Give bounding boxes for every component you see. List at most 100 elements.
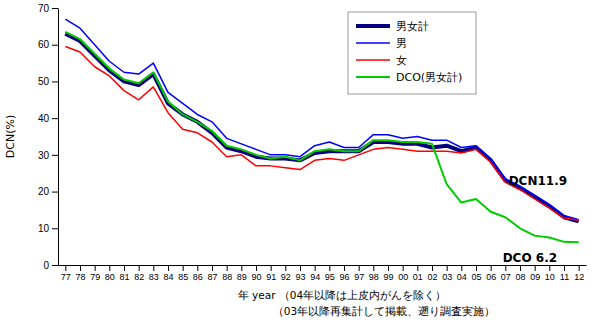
x-tick: 78 (75, 265, 85, 282)
annotation: DCO 6.2 (503, 251, 557, 265)
y-tick: 50 (38, 76, 58, 87)
legend-box (348, 12, 476, 94)
y-tick-label: 0 (43, 260, 49, 271)
lines (65, 19, 578, 242)
x-tick: 80 (105, 265, 115, 282)
x-tick-label: 02 (427, 272, 437, 282)
x-tick-mark (520, 265, 521, 271)
series-line (65, 34, 578, 222)
y-tick-mark (52, 8, 58, 9)
legend-swatch (356, 42, 390, 44)
x-tick: 90 (251, 265, 261, 282)
x-tick-label: 94 (310, 272, 320, 282)
x-tick-mark (256, 265, 257, 271)
x-tick: 99 (383, 265, 393, 282)
x-tick-mark (579, 265, 580, 271)
x-tick-label: 86 (193, 272, 203, 282)
x-tick: 05 (471, 265, 481, 282)
x-tick-mark (168, 265, 169, 271)
y-tick-label: 40 (38, 113, 50, 124)
x-tick: 82 (134, 265, 144, 282)
chart: 0102030405060707778798081828384858687888… (0, 0, 600, 323)
x-tick: 11 (560, 265, 569, 282)
x-tick-mark (95, 265, 96, 271)
y-tick: 70 (38, 3, 58, 14)
x-tick-label: 83 (149, 272, 159, 282)
x-tick-label: 10 (545, 272, 555, 282)
y-tick-label: 20 (38, 186, 50, 197)
x-tick-label: 96 (339, 272, 349, 282)
x-tick-label: 77 (61, 272, 71, 282)
x-tick-label: 04 (457, 272, 467, 282)
x-tick: 07 (501, 265, 511, 282)
x-tick: 96 (339, 265, 349, 282)
x-tick-mark (315, 265, 316, 271)
legend-swatch (356, 59, 390, 61)
x-tick: 00 (398, 265, 408, 282)
series-line (65, 19, 578, 220)
x-tick-mark (564, 265, 565, 271)
y-tick-mark (52, 81, 58, 82)
x-tick-label: 80 (105, 272, 115, 282)
x-tick-label: 05 (471, 272, 481, 282)
x-tick: 02 (427, 265, 437, 282)
x-tick-mark (329, 265, 330, 271)
annotation: DCN11.9 (509, 174, 567, 188)
y-tick-mark (52, 155, 58, 156)
x-axis: 7778798081828384858687888990919293949596… (59, 265, 587, 282)
x-tick-mark (359, 265, 360, 271)
x-tick-mark (373, 265, 374, 271)
y-tick: 40 (38, 113, 58, 124)
y-tick-mark (52, 228, 58, 229)
x-tick-label: 89 (237, 272, 247, 282)
legend-label: DCO(男女計) (396, 71, 462, 84)
x-tick: 91 (266, 265, 276, 282)
y-axis: 010203040506070 (38, 3, 59, 271)
x-tick-mark (124, 265, 125, 271)
x-tick-mark (183, 265, 184, 271)
x-tick-mark (505, 265, 506, 271)
y-tick: 10 (38, 223, 58, 234)
x-tick: 03 (442, 265, 452, 282)
x-tick: 77 (61, 265, 71, 282)
x-tick-mark (476, 265, 477, 271)
x-tick-label: 90 (251, 272, 261, 282)
x-tick: 79 (90, 265, 100, 282)
legend-swatch (356, 76, 390, 78)
y-tick-mark (52, 192, 58, 193)
x-tick-mark (461, 265, 462, 271)
x-tick-mark (535, 265, 536, 271)
x-tick-mark (388, 265, 389, 271)
x-tick-label: 85 (178, 272, 188, 282)
x-tick-label: 00 (398, 272, 408, 282)
x-tick-mark (241, 265, 242, 271)
y-tick: 30 (38, 150, 58, 161)
x-tick: 09 (530, 265, 540, 282)
x-tick-label: 03 (442, 272, 452, 282)
x-tick: 87 (207, 265, 217, 282)
x-tick: 08 (515, 265, 525, 282)
x-tick-label: 08 (515, 272, 525, 282)
x-tick-label: 95 (325, 272, 335, 282)
x-tick-label: 88 (222, 272, 232, 282)
x-tick-mark (271, 265, 272, 271)
y-tick-label: 10 (38, 223, 50, 234)
x-tick: 12 (574, 265, 584, 282)
y-tick: 20 (38, 186, 58, 197)
x-axis-note: （03年以降再集計して掲載、遡り調査実施） (273, 305, 495, 317)
y-tick-label: 70 (38, 3, 50, 14)
x-tick-mark (227, 265, 228, 271)
x-tick-label: 78 (75, 272, 85, 282)
x-tick-label: 84 (163, 272, 173, 282)
x-axis-title: 年 year （04年以降は上皮内がんを除く） (238, 289, 446, 301)
x-tick-mark (80, 265, 81, 271)
x-tick-mark (549, 265, 550, 271)
x-tick-label: 09 (530, 272, 540, 282)
x-tick-mark (153, 265, 154, 271)
x-tick-mark (344, 265, 345, 271)
x-tick: 94 (310, 265, 320, 282)
x-tick-label: 79 (90, 272, 100, 282)
x-tick: 97 (354, 265, 364, 282)
y-axis-title: DCN(%) (4, 115, 17, 158)
x-tick-label: 81 (119, 272, 129, 282)
